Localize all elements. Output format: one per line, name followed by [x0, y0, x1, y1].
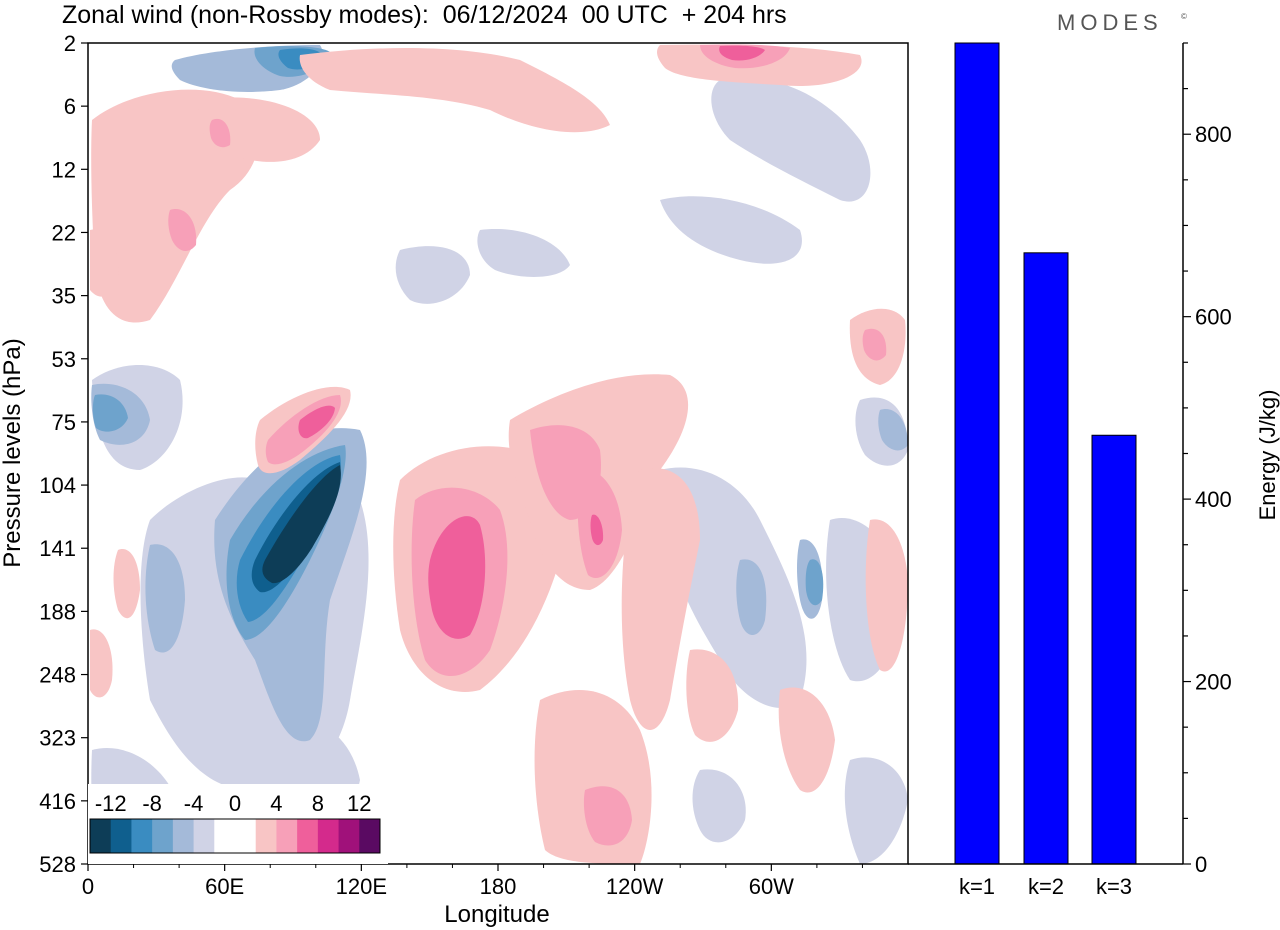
heatmap-y-tick-label: 35 [52, 284, 76, 309]
colorbar-legend: -12 -8 -4 0 4 8 12 [88, 784, 388, 864]
heatmap-panel: 2 6 12 22 35 53 75 104 141 188 248 323 416 528 0 60E 12… [0, 31, 909, 928]
bar-x-axis: k=1 k=2 k=3 [959, 874, 1132, 899]
heatmap-y-axis-label: Pressure levels (hPa) [0, 338, 26, 567]
brand-copyright-mark: © [1181, 12, 1187, 21]
colorbar-cell [317, 819, 340, 853]
colorbar-cell [90, 819, 112, 853]
heatmap-x-axis-label: Longitude [444, 901, 549, 928]
heatmap-y-tick-label: 188 [39, 599, 76, 624]
colorbar-cell [172, 819, 195, 853]
colorbar-label: 0 [229, 791, 241, 816]
colorbar-cell [276, 819, 298, 853]
bar-panel: 0 200 400 600 800 k=1 k=2 k=3 Energy (J/kg) [908, 42, 1280, 899]
energy-bar [1091, 434, 1137, 865]
heatmap-x-tick-label: 120E [336, 874, 387, 899]
energy-bar [1023, 252, 1069, 865]
colorbar-label: 12 [347, 791, 371, 816]
bar-category-label: k=2 [1028, 874, 1064, 899]
bar-category-label: k=1 [959, 874, 995, 899]
colorbar-frame [89, 818, 381, 854]
heatmap-y-tick-label: 416 [39, 789, 76, 814]
colorbar-cell [152, 819, 174, 853]
heatmap-x-tick-label: 60E [205, 874, 244, 899]
heatmap-y-tick-label: 141 [39, 536, 76, 561]
colorbar-cell [235, 819, 257, 853]
heatmap-y-tick-label: 323 [39, 726, 76, 751]
colorbar-cell [193, 819, 215, 853]
colorbar-label: 4 [270, 791, 282, 816]
heatmap-x-axis: 0 60E 120E 180 120W 60W [82, 864, 863, 899]
colorbar-label: -8 [142, 791, 162, 816]
bar-y-axis: 0 200 400 600 800 [1183, 42, 1232, 877]
bar-series [954, 42, 1137, 865]
bar-y-tick-label: 400 [1195, 487, 1232, 512]
colorbar-label: -4 [184, 791, 204, 816]
heatmap-x-tick-label: 60W [749, 874, 794, 899]
heatmap-y-tick-label: 6 [64, 94, 76, 119]
colorbar-cell [338, 819, 360, 853]
bar-y-tick-label: 600 [1195, 305, 1232, 330]
brand-logo: MODES [1057, 10, 1163, 35]
heatmap-y-tick-label: 22 [52, 220, 76, 245]
colorbar-cell [297, 819, 319, 853]
heatmap-y-tick-label: 12 [52, 157, 76, 182]
colorbar-label: 8 [312, 791, 324, 816]
bar-y-tick-label: 0 [1195, 852, 1207, 877]
colorbar-cell [131, 819, 153, 853]
energy-bar [954, 42, 1000, 865]
heatmap-y-tick-label: 528 [39, 852, 76, 877]
heatmap-y-tick-label: 104 [39, 473, 76, 498]
colorbar-cell [255, 819, 277, 853]
heatmap-y-tick-label: 53 [52, 347, 76, 372]
heatmap-y-tick-label: 248 [39, 663, 76, 688]
bar-category-label: k=3 [1096, 874, 1132, 899]
heatmap-x-tick-label: 180 [480, 874, 517, 899]
heatmap-field [90, 44, 908, 864]
bar-y-tick-label: 800 [1195, 122, 1232, 147]
colorbar-cell [110, 819, 132, 853]
heatmap-y-tick-label: 75 [52, 410, 76, 435]
chart-title: Zonal wind (non-Rossby modes): 06/12/202… [62, 1, 787, 29]
colorbar-cell [359, 819, 381, 853]
colorbar-label: -12 [95, 791, 127, 816]
bar-y-tick-label: 200 [1195, 670, 1232, 695]
heatmap-y-tick-label: 2 [64, 31, 76, 56]
heatmap-y-axis: 2 6 12 22 35 53 75 104 141 188 248 323 416 528 [39, 31, 88, 877]
colorbar-cell [214, 819, 236, 853]
heatmap-x-tick-label: 0 [82, 874, 94, 899]
heatmap-x-tick-label: 120W [606, 874, 664, 899]
bar-y-axis-label: Energy (J/kg) [1255, 390, 1280, 521]
